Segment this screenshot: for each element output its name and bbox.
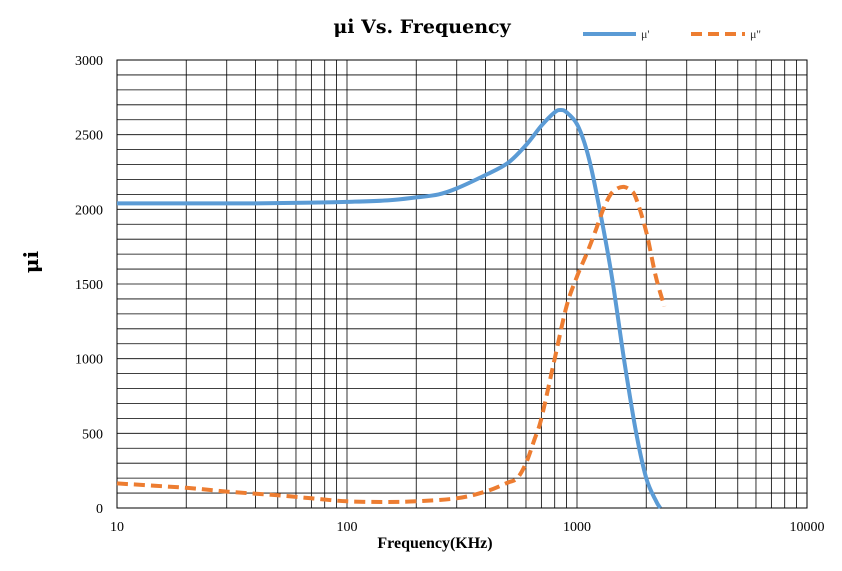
x-tick-label: 1000 xyxy=(563,520,591,535)
y-tick-label: 500 xyxy=(82,427,103,442)
y-tick-label: 1000 xyxy=(75,353,103,368)
grid xyxy=(116,59,807,509)
y-tick-labels: 0 500 1000 1500 2000 2500 3000 xyxy=(75,54,103,517)
y-tick-label: 0 xyxy=(96,502,103,517)
legend: μ' μ'' xyxy=(583,27,761,41)
plot-frame xyxy=(116,59,808,509)
plot-border xyxy=(116,59,808,509)
y-tick-label: 2000 xyxy=(75,203,103,218)
series-line-mu-double-prime xyxy=(116,184,667,504)
chart-title-text: μi Vs. Frequency xyxy=(333,16,511,38)
x-tick-label: 10000 xyxy=(790,520,825,535)
legend-label: μ'' xyxy=(750,27,761,41)
x-axis-title: Frequency(KHz) xyxy=(377,535,492,552)
chart-title: μi Vs. Frequency xyxy=(333,16,511,38)
y-tick-label: 2500 xyxy=(75,129,103,144)
y-tick-label: 3000 xyxy=(75,54,103,69)
x-tick-label: 100 xyxy=(337,520,358,535)
x-tick-label: 10 xyxy=(110,520,124,535)
series-line-mu-prime xyxy=(117,107,662,510)
legend-label: μ' xyxy=(641,27,650,41)
series-lines xyxy=(116,107,667,510)
x-tick-labels: 10 100 1000 10000 xyxy=(110,520,825,535)
y-axis-title: μi xyxy=(19,250,43,273)
y-tick-label: 1500 xyxy=(75,278,103,293)
